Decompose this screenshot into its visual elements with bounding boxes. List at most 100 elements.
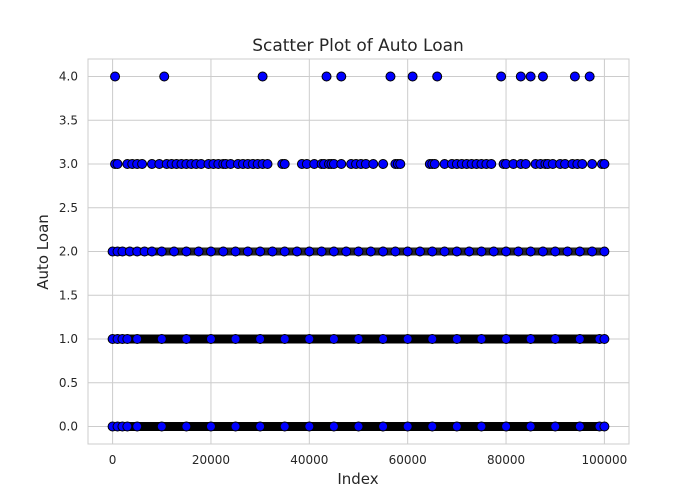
scatter-point: [353, 421, 364, 432]
y-tick-label: 0.5: [59, 376, 78, 390]
scatter-point: [122, 421, 133, 432]
scatter-point: [525, 71, 536, 82]
scatter-point: [279, 246, 290, 257]
scatter-point: [395, 159, 406, 169]
x-tick-label: 100000: [582, 453, 628, 467]
scatter-point: [112, 159, 123, 169]
y-tick-label: 1.5: [59, 288, 78, 302]
scatter-point: [122, 334, 133, 344]
y-tick-label: 4.0: [59, 70, 78, 84]
scatter-point: [205, 334, 216, 344]
scatter-point: [156, 246, 167, 257]
scatter-point: [451, 246, 462, 257]
scatter-point: [321, 71, 332, 82]
x-tick-label: 20000: [192, 453, 230, 467]
scatter-point: [193, 246, 204, 257]
scatter-point: [257, 71, 268, 82]
scatter-point: [432, 71, 443, 82]
scatter-point: [169, 246, 180, 257]
scatter-point: [292, 246, 303, 257]
scatter-point: [159, 71, 170, 82]
scatter-point: [368, 159, 379, 169]
scatter-point: [451, 421, 462, 432]
scatter-point: [429, 159, 440, 169]
scatter-point: [464, 246, 475, 257]
scatter-point: [550, 246, 561, 257]
scatter-point: [205, 421, 216, 432]
plot-frame: [87, 58, 630, 445]
scatter-point: [146, 246, 157, 257]
scatter-point: [414, 246, 425, 257]
scatter-point: [378, 246, 389, 257]
scatter-point: [279, 421, 290, 432]
scatter-point: [569, 71, 580, 82]
scatter-point: [550, 421, 561, 432]
points-layer: [107, 71, 610, 432]
x-tick-label: 40000: [290, 453, 328, 467]
scatter-point: [402, 334, 413, 344]
scatter-point: [132, 421, 143, 432]
scatter-point: [407, 71, 418, 82]
scatter-point: [316, 246, 327, 257]
x-tick-label: 60000: [389, 453, 427, 467]
scatter-point: [390, 246, 401, 257]
scatter-point: [385, 71, 396, 82]
scatter-point: [205, 246, 216, 257]
scatter-point: [476, 246, 487, 257]
scatter-point: [476, 334, 487, 344]
scatter-point: [427, 246, 438, 257]
scatter-point: [218, 246, 229, 257]
scatter-point: [378, 159, 389, 169]
scatter-point: [336, 71, 347, 82]
scatter-point: [562, 246, 573, 257]
scatter-point: [574, 246, 585, 257]
scatter-point: [574, 421, 585, 432]
scatter-point: [451, 334, 462, 344]
scatter-point: [402, 246, 413, 257]
scatter-point: [255, 334, 266, 344]
scatter-point: [181, 421, 192, 432]
y-tick-label: 2.5: [59, 201, 78, 215]
scatter-point: [328, 334, 339, 344]
scatter-point: [577, 159, 588, 169]
scatter-point: [587, 159, 598, 169]
scatter-point: [427, 421, 438, 432]
scatter-point: [501, 421, 512, 432]
scatter-point: [181, 334, 192, 344]
scatter-point: [537, 246, 548, 257]
scatter-point: [501, 334, 512, 344]
scatter-point: [267, 246, 278, 257]
scatter-point: [525, 421, 536, 432]
scatter-point: [137, 159, 148, 169]
scatter-point: [242, 246, 253, 257]
scatter-point: [587, 246, 598, 257]
scatter-point: [304, 421, 315, 432]
scatter-point: [488, 246, 499, 257]
scatter-point: [328, 421, 339, 432]
scatter-point: [341, 246, 352, 257]
scatter-point: [181, 246, 192, 257]
scatter-point: [574, 334, 585, 344]
scatter-point: [496, 71, 507, 82]
y-axis-label: Auto Loan: [34, 214, 52, 290]
scatter-point: [230, 421, 241, 432]
scatter-point: [402, 421, 413, 432]
y-tick-label: 3.0: [59, 157, 78, 171]
y-tick-labels: 0.0 0.5 1.0 1.5 2.0 2.5 3.0 3.5 4.0: [59, 70, 78, 434]
scatter-point: [262, 159, 273, 169]
scatter-point: [513, 246, 524, 257]
scatter-point: [599, 334, 610, 344]
scatter-point: [599, 421, 610, 432]
scatter-point: [520, 159, 531, 169]
scatter-point: [439, 246, 450, 257]
scatter-point: [304, 246, 315, 257]
scatter-point: [584, 71, 595, 82]
scatter-point: [230, 246, 241, 257]
scatter-point: [336, 159, 347, 169]
scatter-point: [550, 334, 561, 344]
x-tick-label: 0: [109, 453, 117, 467]
scatter-point: [132, 334, 143, 344]
x-tick-labels: 0 20000 40000 60000 80000 100000: [109, 453, 628, 467]
